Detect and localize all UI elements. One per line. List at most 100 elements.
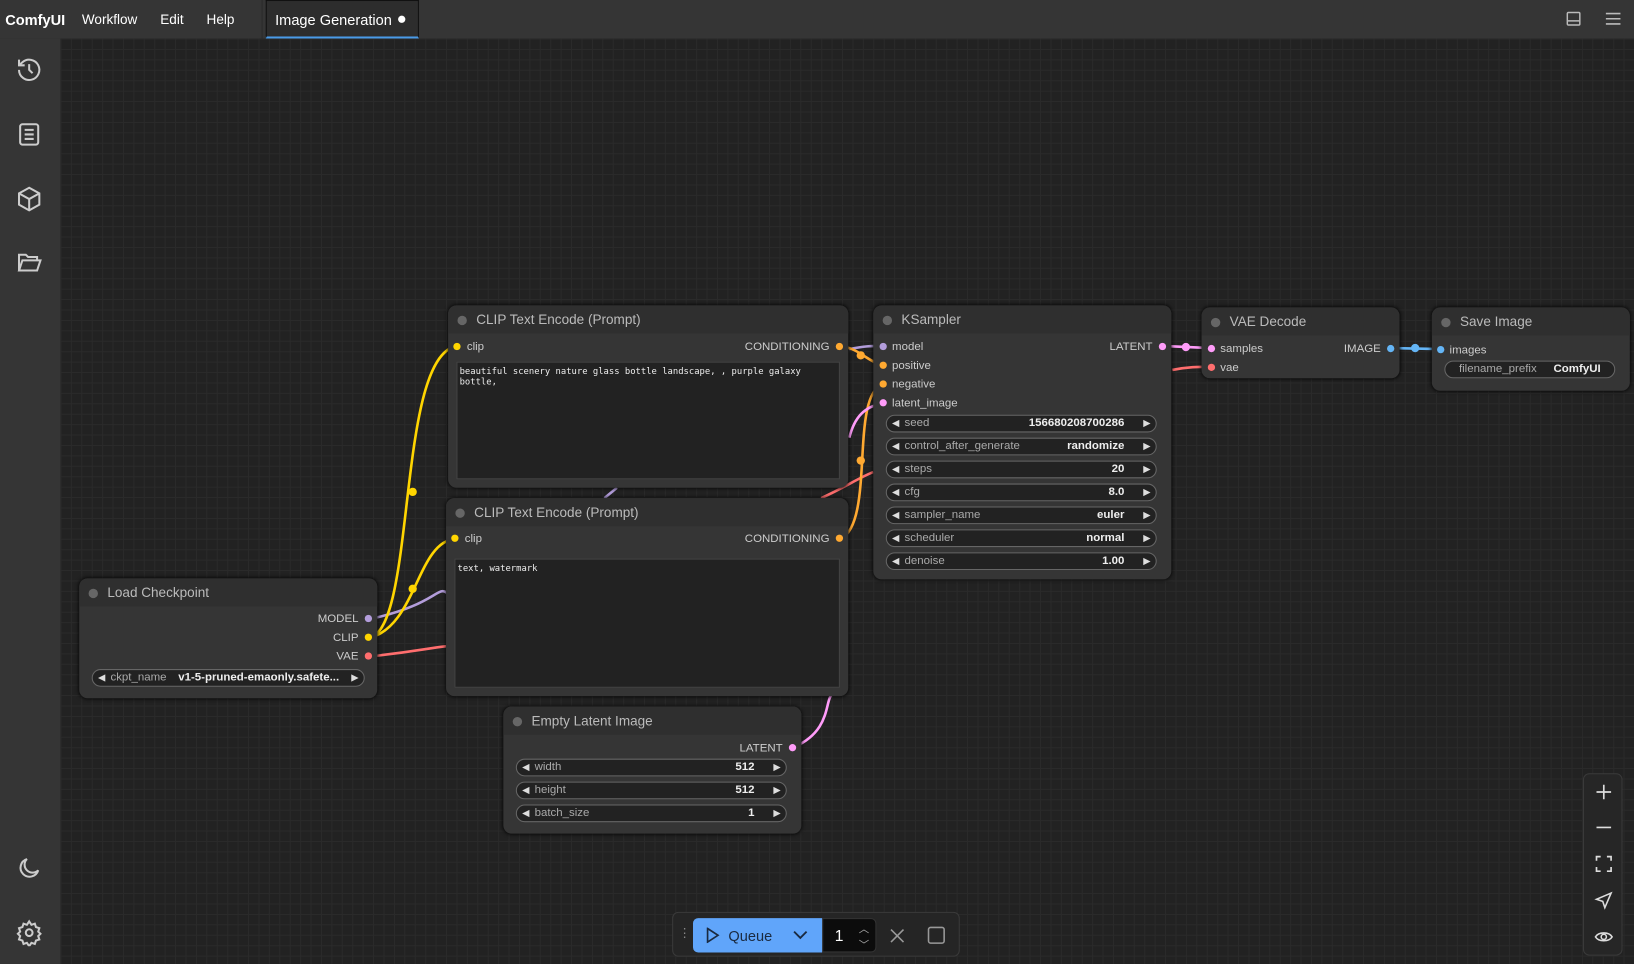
fit-view-icon[interactable] bbox=[1594, 855, 1613, 874]
decrement-arrow-icon[interactable]: ◀ bbox=[892, 555, 900, 566]
widget-scheduler[interactable]: ◀ scheduler normal ▶ bbox=[885, 529, 1157, 548]
zoom-in-icon[interactable] bbox=[1594, 783, 1613, 802]
menu-help[interactable]: Help bbox=[206, 11, 235, 28]
node-load-checkpoint[interactable]: Load Checkpoint MODEL CLIP VAE ◀ ckpt_nam… bbox=[79, 578, 378, 699]
increment-arrow-icon[interactable]: ▶ bbox=[1143, 509, 1151, 521]
input-clip[interactable]: clip bbox=[451, 531, 482, 546]
increment-arrow-icon[interactable]: ▶ bbox=[1143, 417, 1151, 429]
input-negative[interactable]: negative bbox=[879, 377, 935, 392]
batch-count-input[interactable]: 1 ︿ ﹀ bbox=[822, 918, 877, 953]
slot-dot[interactable] bbox=[835, 342, 844, 351]
widget-ckpt-name[interactable]: ◀ ckpt_name v1-5-pruned-emaonly.safete... ▶ bbox=[91, 669, 365, 687]
output-latent[interactable]: LATENT bbox=[1109, 340, 1167, 355]
tab-image-generation[interactable]: Image Generation bbox=[265, 0, 419, 39]
output-conditioning[interactable]: CONDITIONING bbox=[745, 340, 844, 355]
chevron-down-icon[interactable] bbox=[793, 930, 808, 940]
slot-dot[interactable] bbox=[364, 633, 373, 641]
decrement-arrow-icon[interactable]: ◀ bbox=[522, 761, 530, 773]
theme-moon-icon[interactable] bbox=[16, 855, 43, 882]
node-empty-latent-image[interactable]: Empty Latent Image LATENT ◀ width 512 ▶ ◀ hei… bbox=[503, 706, 802, 834]
toggle-panel-icon[interactable] bbox=[1565, 10, 1582, 27]
increment-arrow-icon[interactable]: ▶ bbox=[773, 784, 781, 796]
input-samples[interactable]: samples bbox=[1207, 342, 1263, 357]
stop-square-icon[interactable] bbox=[927, 926, 945, 944]
settings-gear-icon[interactable] bbox=[16, 919, 43, 947]
slot-dot[interactable] bbox=[1387, 344, 1395, 353]
decrement-icon[interactable]: ﹀ bbox=[858, 939, 870, 952]
node-clip-text-encode-positive[interactable]: CLIP Text Encode (Prompt) clip CONDITION… bbox=[448, 305, 849, 488]
slot-dot[interactable] bbox=[364, 652, 373, 660]
increment-arrow-icon[interactable]: ▶ bbox=[773, 761, 781, 773]
increment-arrow-icon[interactable]: ▶ bbox=[1143, 463, 1151, 475]
output-clip[interactable]: CLIP bbox=[333, 630, 373, 645]
decrement-arrow-icon[interactable]: ◀ bbox=[892, 509, 900, 521]
toggle-links-eye-icon[interactable] bbox=[1594, 927, 1614, 946]
slot-dot[interactable] bbox=[879, 380, 887, 388]
widget-denoise[interactable]: ◀ denoise 1.00 ▶ bbox=[885, 552, 1157, 571]
node-save-image[interactable]: Save Image images filename_prefix ComfyUI bbox=[1431, 307, 1630, 391]
output-latent[interactable]: LATENT bbox=[740, 741, 797, 756]
cancel-x-icon[interactable] bbox=[890, 929, 905, 944]
increment-arrow-icon[interactable]: ▶ bbox=[1143, 532, 1151, 543]
slot-dot[interactable] bbox=[453, 342, 461, 351]
slot-dot[interactable] bbox=[879, 361, 887, 369]
menu-edit[interactable]: Edit bbox=[160, 11, 184, 28]
output-image[interactable]: IMAGE bbox=[1344, 342, 1395, 357]
increment-arrow-icon[interactable]: ▶ bbox=[1143, 440, 1151, 452]
slot-dot[interactable] bbox=[364, 614, 373, 623]
zoom-out-icon[interactable] bbox=[1594, 818, 1613, 837]
widget-seed[interactable]: ◀ seed 156680208700286 ▶ bbox=[885, 414, 1157, 433]
input-model[interactable]: model bbox=[879, 340, 923, 355]
widget-cfg[interactable]: ◀ cfg 8.0 ▶ bbox=[885, 483, 1157, 502]
slot-dot[interactable] bbox=[788, 744, 797, 752]
hamburger-menu-icon[interactable] bbox=[1605, 10, 1622, 27]
model-library-icon[interactable] bbox=[16, 185, 43, 212]
node-library-icon[interactable] bbox=[16, 121, 43, 148]
decrement-arrow-icon[interactable]: ◀ bbox=[522, 807, 530, 819]
increment-icon[interactable]: ︿ bbox=[858, 924, 870, 936]
widget-width[interactable]: ◀ width 512 ▶ bbox=[515, 758, 787, 777]
widget-steps[interactable]: ◀ steps 20 ▶ bbox=[885, 460, 1157, 479]
menu-workflow[interactable]: Workflow bbox=[81, 11, 138, 28]
increment-arrow-icon[interactable]: ▶ bbox=[351, 672, 359, 683]
input-vae[interactable]: vae bbox=[1207, 361, 1239, 376]
increment-arrow-icon[interactable]: ▶ bbox=[773, 807, 781, 819]
input-clip[interactable]: clip bbox=[453, 340, 484, 355]
decrement-arrow-icon[interactable]: ◀ bbox=[892, 532, 900, 543]
history-icon[interactable] bbox=[16, 56, 43, 83]
output-vae[interactable]: VAE bbox=[336, 649, 373, 664]
drag-handle-icon[interactable]: ⋮ bbox=[678, 925, 691, 940]
widget-control-after-generate[interactable]: ◀ control_after_generate randomize ▶ bbox=[885, 437, 1157, 456]
slot-dot[interactable] bbox=[1207, 344, 1216, 353]
decrement-arrow-icon[interactable]: ◀ bbox=[892, 463, 900, 475]
decrement-arrow-icon[interactable]: ◀ bbox=[97, 672, 106, 683]
widget-filename-prefix[interactable]: filename_prefix ComfyUI bbox=[1444, 360, 1616, 379]
output-conditioning[interactable]: CONDITIONING bbox=[745, 531, 844, 546]
decrement-arrow-icon[interactable]: ◀ bbox=[892, 417, 900, 429]
slot-dot[interactable] bbox=[1158, 342, 1167, 351]
input-positive[interactable]: positive bbox=[879, 358, 931, 373]
decrement-arrow-icon[interactable]: ◀ bbox=[522, 784, 530, 796]
widget-height[interactable]: ◀ height 512 ▶ bbox=[515, 781, 787, 800]
slot-dot[interactable] bbox=[835, 534, 844, 542]
locate-icon[interactable] bbox=[1594, 891, 1613, 910]
decrement-arrow-icon[interactable]: ◀ bbox=[892, 440, 900, 452]
slot-dot[interactable] bbox=[879, 399, 887, 407]
increment-arrow-icon[interactable]: ▶ bbox=[1143, 555, 1151, 566]
input-latent-image[interactable]: latent_image bbox=[879, 396, 958, 411]
prompt-textarea[interactable]: beautiful scenery nature glass bottle la… bbox=[456, 361, 840, 480]
workflows-folder-icon[interactable] bbox=[16, 249, 43, 276]
queue-button[interactable]: Queue bbox=[692, 918, 823, 953]
slot-dot[interactable] bbox=[879, 342, 887, 351]
output-model[interactable]: MODEL bbox=[318, 612, 373, 627]
widget-batch-size[interactable]: ◀ batch_size 1 ▶ bbox=[515, 804, 787, 823]
node-ksampler[interactable]: KSampler model positive negative latent_… bbox=[873, 305, 1172, 580]
slot-dot[interactable] bbox=[451, 534, 459, 542]
slot-dot[interactable] bbox=[1437, 345, 1445, 354]
node-vae-decode[interactable]: VAE Decode samples vae IMAGE bbox=[1201, 307, 1400, 379]
graph-canvas[interactable] bbox=[60, 38, 1634, 964]
increment-arrow-icon[interactable]: ▶ bbox=[1143, 486, 1151, 498]
prompt-textarea[interactable]: text, watermark bbox=[454, 558, 840, 688]
input-images[interactable]: images bbox=[1437, 343, 1487, 358]
widget-sampler-name[interactable]: ◀ sampler_name euler ▶ bbox=[885, 506, 1157, 525]
